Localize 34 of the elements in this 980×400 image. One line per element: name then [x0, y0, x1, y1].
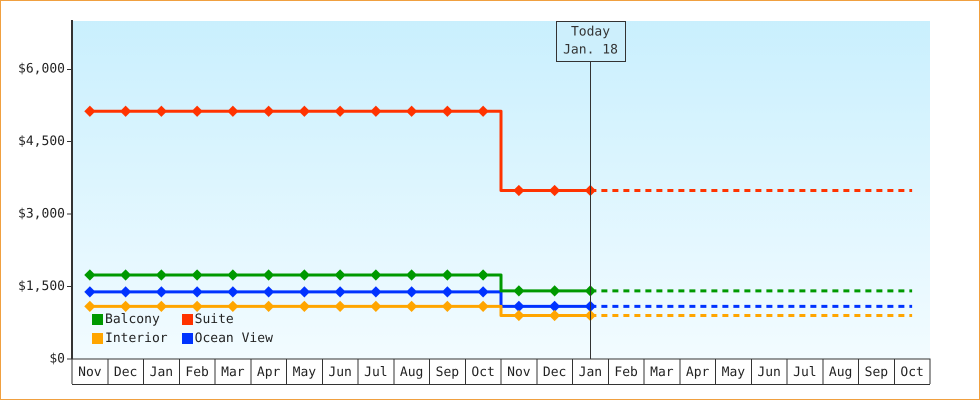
y-tick-label: $3,000 — [18, 206, 65, 222]
x-tick-label: Jul — [793, 365, 817, 380]
x-tick-label: Sep — [864, 365, 888, 380]
y-tick-label: $6,000 — [18, 62, 65, 77]
x-tick-label: Jun — [328, 365, 352, 380]
x-tick-label: Nov — [507, 365, 531, 380]
x-tick-label: Oct — [900, 365, 924, 380]
x-tick-label: Feb — [185, 365, 210, 380]
legend-label: Interior — [105, 331, 168, 346]
x-tick-label: Dec — [542, 365, 566, 380]
x-tick-label: Dec — [114, 365, 138, 380]
x-tick-label: Aug — [828, 365, 852, 380]
legend-label: Balcony — [105, 312, 160, 327]
x-tick-label: May — [292, 365, 316, 380]
x-tick-label: Aug — [400, 365, 424, 380]
legend-label: Ocean View — [194, 331, 273, 346]
x-tick-label: Feb — [614, 365, 638, 380]
legend-label: Suite — [194, 312, 234, 327]
annotation: Today Jan. 18 — [563, 24, 618, 58]
y-tick-label: $1,500 — [18, 278, 65, 294]
y-tick-label: $0 — [49, 351, 65, 366]
x-tick-label: Nov — [78, 365, 102, 380]
x-tick-label: Mar — [221, 365, 245, 380]
x-tick-label: Apr — [256, 365, 281, 380]
x-tick-label: Oct — [471, 365, 495, 380]
x-tick-label: Sep — [436, 365, 460, 380]
x-tick-label: Jan — [578, 365, 602, 380]
x-tick-label: Jun — [757, 365, 781, 380]
x-tick-label: May — [722, 365, 746, 380]
x-tick-label: Jan — [150, 365, 174, 380]
x-tick-label: Jul — [364, 365, 388, 380]
x-tick-label: Apr — [686, 365, 710, 380]
y-tick-label: $4,500 — [18, 134, 65, 150]
x-tick-label: Mar — [650, 365, 674, 380]
